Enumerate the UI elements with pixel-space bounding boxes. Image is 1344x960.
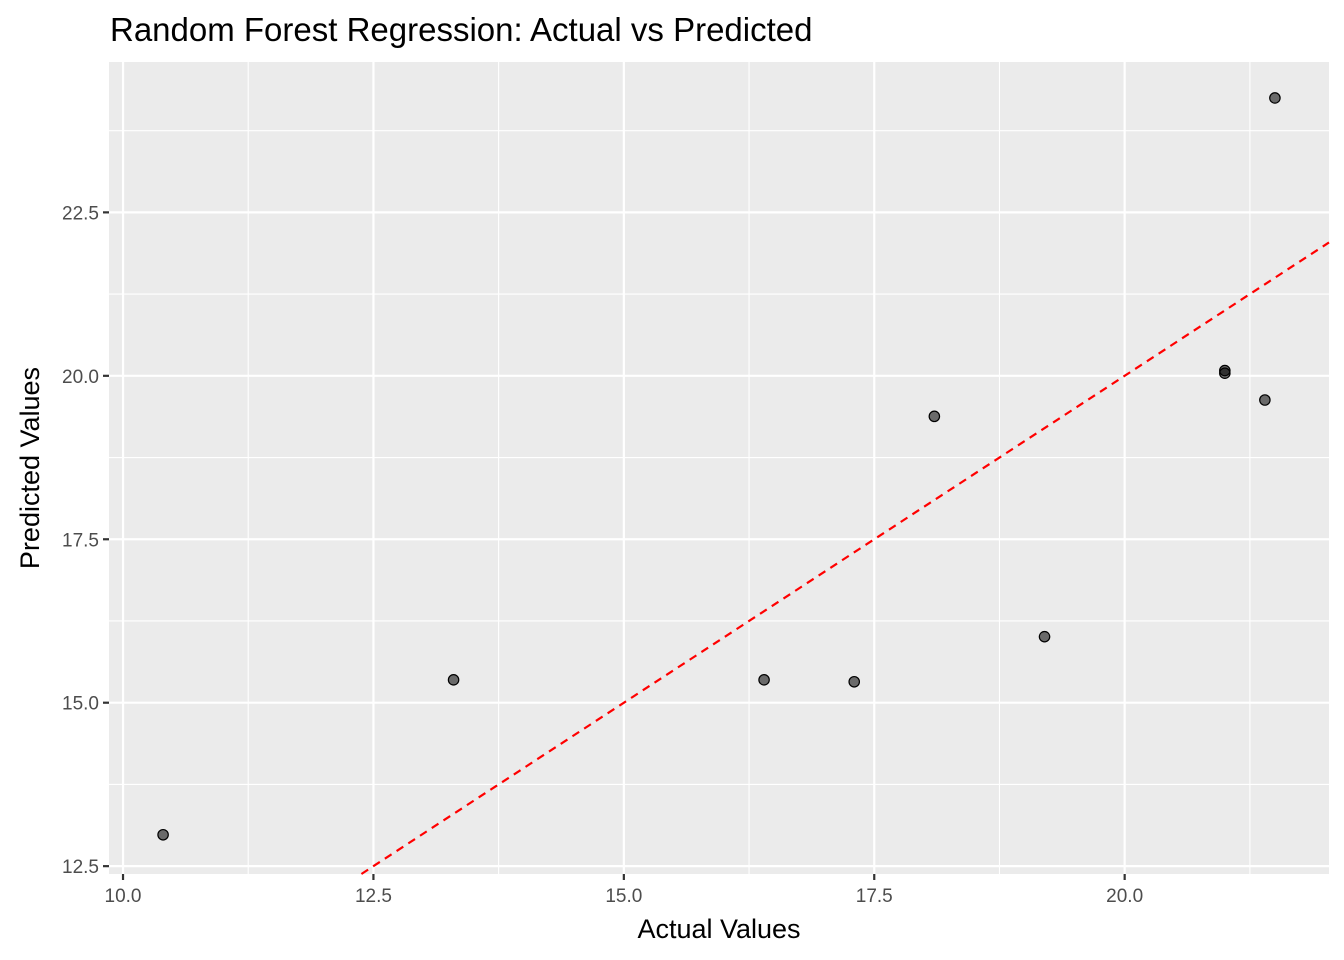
reference-line xyxy=(360,241,1330,875)
data-point xyxy=(1269,92,1281,104)
data-point xyxy=(758,674,770,686)
x-tick-label: 17.5 xyxy=(856,886,893,907)
y-tick-label: 12.5 xyxy=(62,857,99,878)
y-tick-label: 22.5 xyxy=(62,203,99,224)
x-axis-title: Actual Values xyxy=(637,914,800,944)
data-points xyxy=(157,92,1281,841)
data-point xyxy=(157,828,169,841)
y-axis-ticks: 12.5 15.0 17.5 20.0 22.5 xyxy=(62,203,109,878)
data-point xyxy=(928,410,941,423)
x-tick-label: 12.5 xyxy=(355,886,392,907)
reference-line-group xyxy=(360,241,1330,875)
y-tick-label: 20.0 xyxy=(62,367,99,388)
x-tick-label: 10.0 xyxy=(105,886,142,907)
y-tick-label: 17.5 xyxy=(62,530,99,551)
x-axis-ticks: 10.0 12.5 15.0 17.5 20.0 xyxy=(105,874,1143,907)
data-point xyxy=(848,675,861,688)
y-axis-title: Predicted Values xyxy=(15,367,45,569)
chart-title: Random Forest Regression: Actual vs Pred… xyxy=(110,11,813,48)
major-gridlines xyxy=(109,62,1329,874)
y-tick-label: 15.0 xyxy=(62,694,99,715)
data-point xyxy=(1259,394,1271,406)
plot-panel xyxy=(109,62,1329,874)
data-point xyxy=(1038,630,1051,643)
x-tick-label: 20.0 xyxy=(1106,886,1143,907)
data-point xyxy=(1219,367,1231,380)
data-point xyxy=(447,674,460,686)
x-tick-label: 15.0 xyxy=(605,886,642,907)
